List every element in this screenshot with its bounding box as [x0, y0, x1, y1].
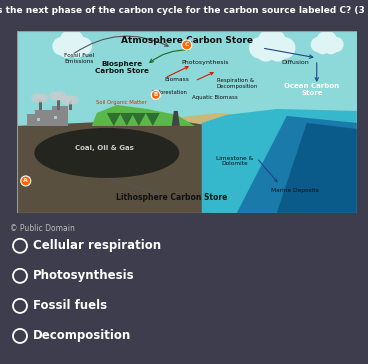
Polygon shape: [107, 113, 121, 126]
Circle shape: [60, 30, 84, 54]
Polygon shape: [277, 123, 357, 213]
Text: What is the next phase of the carbon cycle for the carbon source labeled C? (3 p: What is the next phase of the carbon cyc…: [0, 6, 368, 15]
Bar: [37, 118, 40, 121]
Circle shape: [151, 90, 160, 99]
Text: Limestone &
Dolomite: Limestone & Dolomite: [216, 155, 254, 166]
Polygon shape: [237, 116, 357, 213]
Text: Coal, Oil & Gas: Coal, Oil & Gas: [75, 145, 134, 151]
Text: Diffusion: Diffusion: [281, 60, 309, 65]
Ellipse shape: [34, 128, 179, 178]
Bar: [54, 116, 57, 119]
Circle shape: [329, 37, 343, 52]
Text: Respiration &
Decomposition: Respiration & Decomposition: [217, 78, 258, 89]
Circle shape: [70, 96, 78, 104]
Circle shape: [66, 96, 74, 104]
Text: Aquatic Biomass: Aquatic Biomass: [192, 95, 238, 100]
Circle shape: [69, 42, 85, 57]
Bar: [39, 100, 42, 110]
Circle shape: [269, 43, 287, 61]
Text: Biomass: Biomass: [165, 77, 190, 82]
Circle shape: [250, 38, 270, 58]
Circle shape: [59, 42, 74, 57]
Bar: [35, 110, 53, 126]
Polygon shape: [202, 109, 357, 213]
Circle shape: [317, 31, 337, 51]
Circle shape: [36, 94, 44, 102]
Text: Atmosphere Carbon Store: Atmosphere Carbon Store: [121, 36, 253, 45]
Circle shape: [21, 176, 31, 186]
Bar: [27, 114, 39, 126]
Text: C: C: [184, 43, 189, 47]
Text: Biosphere
Carbon Store: Biosphere Carbon Store: [95, 61, 149, 74]
Text: Deforestation: Deforestation: [152, 90, 188, 95]
Text: Photosynthesis: Photosynthesis: [33, 269, 135, 282]
Circle shape: [40, 94, 48, 102]
Circle shape: [325, 41, 337, 54]
Polygon shape: [172, 111, 180, 126]
Polygon shape: [120, 113, 134, 126]
Text: Marine Deposits: Marine Deposits: [271, 189, 319, 193]
Text: © Public Domain: © Public Domain: [10, 224, 75, 233]
Polygon shape: [132, 113, 146, 126]
Text: Fossil Fuel
Emissions: Fossil Fuel Emissions: [64, 53, 94, 64]
Text: B: B: [153, 92, 158, 98]
Bar: [57, 100, 60, 110]
Circle shape: [50, 92, 58, 100]
Circle shape: [311, 37, 325, 52]
Circle shape: [182, 40, 192, 50]
Polygon shape: [17, 113, 357, 213]
Bar: [52, 106, 68, 126]
Circle shape: [258, 29, 286, 57]
Bar: [69, 100, 72, 110]
Text: Cellular respiration: Cellular respiration: [33, 239, 161, 252]
Circle shape: [53, 38, 70, 55]
Circle shape: [316, 41, 329, 54]
Polygon shape: [17, 119, 212, 213]
Text: Soil Organic Matter: Soil Organic Matter: [96, 100, 147, 105]
Circle shape: [74, 38, 91, 55]
Text: Fossil fuels: Fossil fuels: [33, 300, 107, 312]
Text: Lithosphere Carbon Store: Lithosphere Carbon Store: [116, 193, 227, 202]
Text: Decomposition: Decomposition: [33, 329, 131, 343]
Circle shape: [32, 94, 40, 102]
Text: Photosynthesis: Photosynthesis: [181, 60, 229, 65]
Circle shape: [62, 96, 70, 104]
Text: A: A: [23, 178, 28, 183]
Text: Ocean Carbon
Store: Ocean Carbon Store: [284, 83, 339, 96]
Circle shape: [257, 43, 275, 61]
Polygon shape: [92, 105, 195, 126]
Circle shape: [275, 38, 295, 58]
Circle shape: [54, 92, 62, 100]
Circle shape: [58, 92, 66, 100]
Polygon shape: [146, 113, 160, 126]
Polygon shape: [17, 31, 357, 213]
